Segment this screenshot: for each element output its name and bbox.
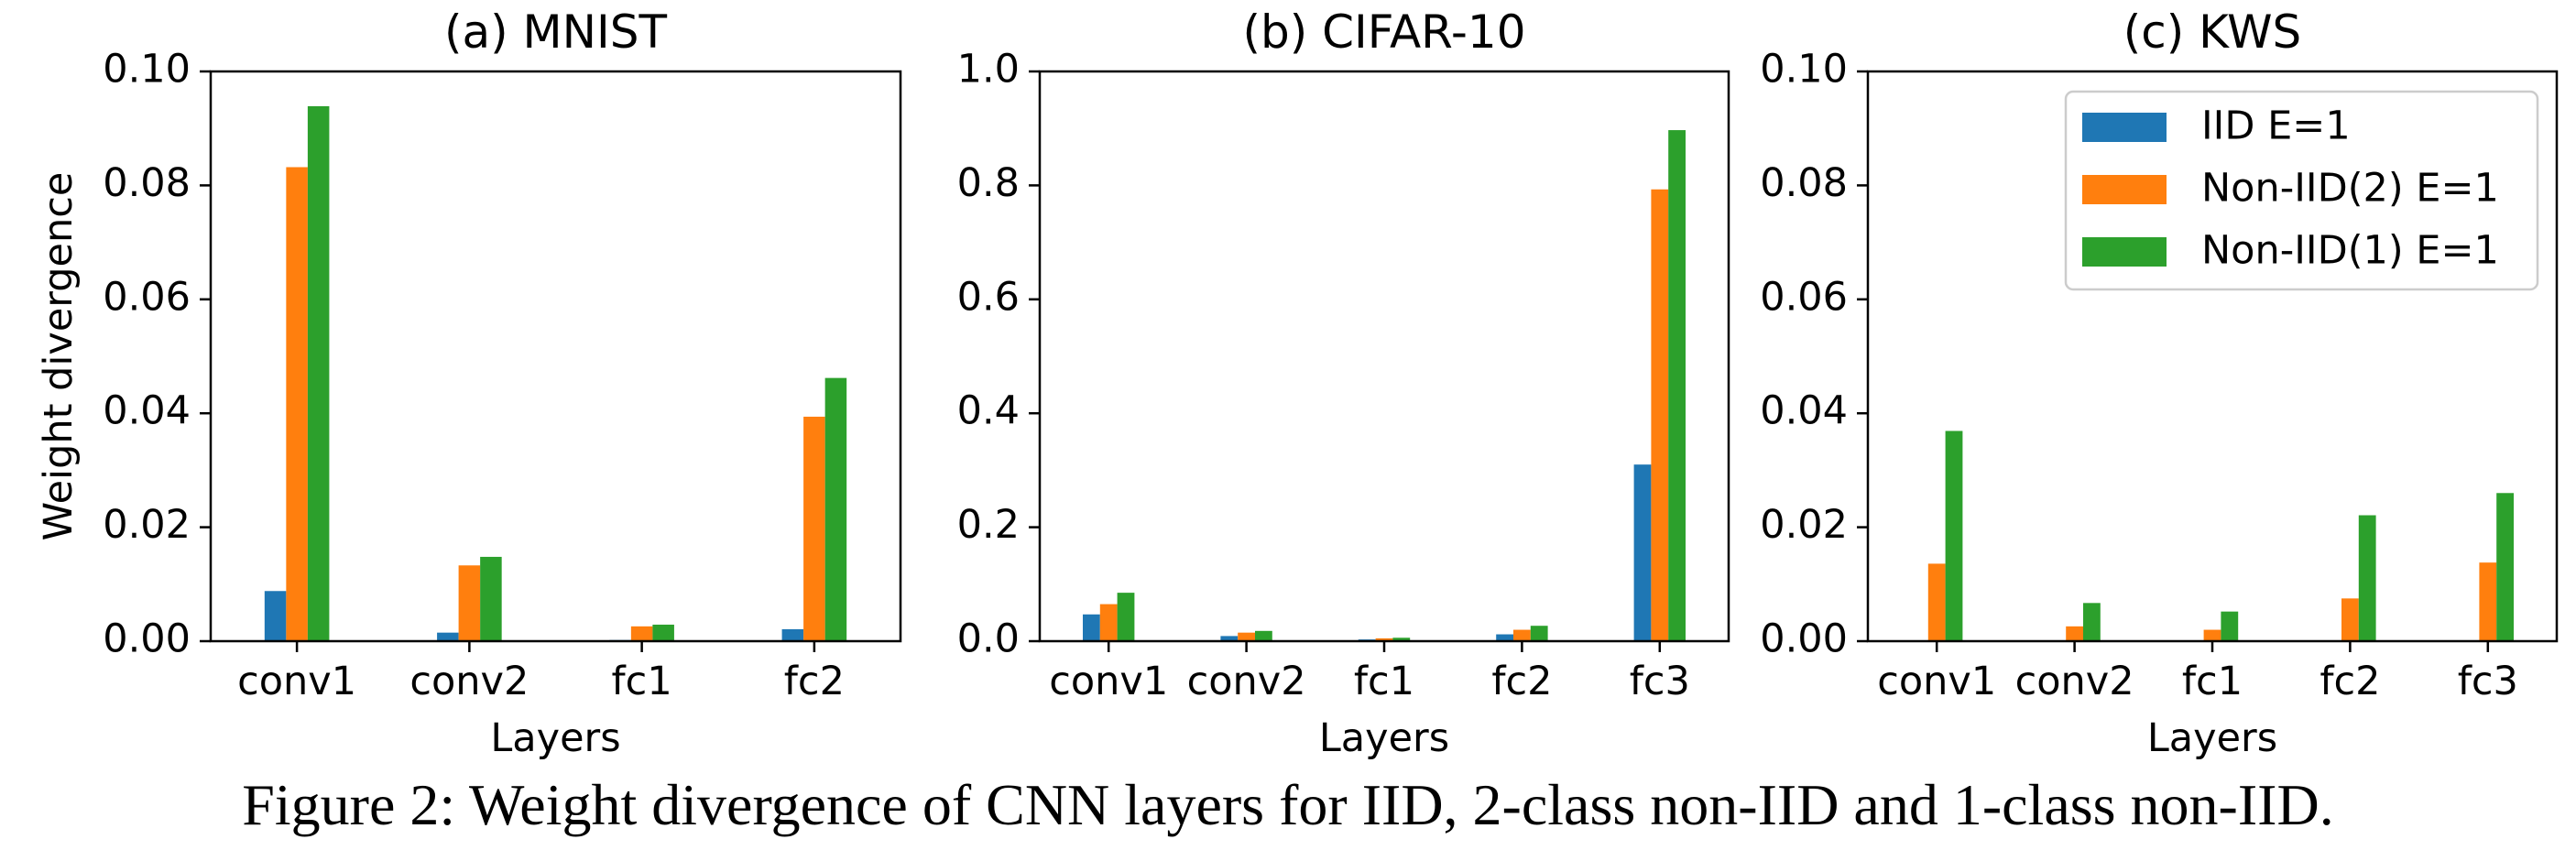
x-tick-label: fc3	[2458, 659, 2518, 704]
legend-swatch-3	[2082, 237, 2167, 267]
figure-caption: Figure 2: Weight divergence of CNN layer…	[242, 772, 2334, 837]
bar-fc3-series-2	[1651, 189, 1669, 641]
y-tick-label: 0.08	[1760, 160, 1848, 206]
y-tick-label: 0.0	[957, 616, 1020, 662]
bar-fc1-series-2	[1375, 638, 1393, 641]
bar-fc1-series-3	[1392, 638, 1411, 641]
bar-conv2-series-1	[1220, 636, 1239, 641]
bar-conv2-series-1	[437, 632, 459, 641]
bar-conv1-series-2	[1927, 563, 1946, 641]
bar-fc1-series-3	[652, 624, 674, 641]
bar-conv2-series-3	[1255, 630, 1272, 641]
bar-conv1-series-3	[1945, 430, 1963, 641]
y-tick-label: 0.02	[1760, 502, 1848, 548]
y-tick-label: 0.06	[103, 274, 191, 320]
chart-panel-3: 0.00 0.02 0.04 0.06 0.08 0.10 conv1 conv2 fc1 fc2…	[1760, 5, 2559, 761]
x-tick-label: conv1	[1049, 659, 1168, 704]
y-tick-label: 0.6	[957, 274, 1020, 320]
legend-label-1: IID E=1	[2201, 104, 2351, 149]
x-axis-label: Layers	[2147, 715, 2277, 761]
bar-conv2-series-2	[458, 565, 481, 641]
bar-fc3-series-1	[1633, 464, 1652, 641]
x-tick-label: fc1	[1354, 659, 1414, 704]
y-tick-label: 0.10	[1760, 47, 1848, 93]
plot-frame	[209, 70, 902, 643]
y-tick-label: 0.4	[957, 388, 1020, 434]
bar-fc1-series-2	[2203, 629, 2221, 641]
x-tick-label: fc2	[1491, 659, 1552, 704]
bar-fc1-series-3	[2221, 611, 2239, 641]
bar-conv1-series-2	[1099, 604, 1118, 641]
legend-frame	[2064, 90, 2539, 291]
bar-fc3-series-3	[2496, 493, 2514, 641]
x-axis-label: Layers	[1319, 715, 1449, 761]
x-tick-label: fc2	[2319, 659, 2380, 704]
legend-swatch-2	[2082, 175, 2167, 204]
x-tick-label: fc1	[612, 659, 672, 704]
y-tick-label: 0.00	[103, 616, 191, 662]
bar-fc3-series-3	[1668, 130, 1686, 642]
bar-fc1-series-2	[630, 626, 653, 641]
legend-swatch-1	[2082, 113, 2167, 142]
bar-conv2-series-2	[2066, 626, 2083, 641]
bar-conv2-series-3	[2083, 603, 2101, 641]
x-tick-label: fc1	[2182, 659, 2243, 704]
x-tick-label: conv2	[2015, 659, 2134, 704]
legend-label-3: Non-IID(1) E=1	[2201, 228, 2499, 274]
y-tick-label: 0.8	[957, 160, 1020, 206]
bar-fc2-series-3	[824, 377, 847, 641]
bar-conv1-series-1	[1083, 614, 1100, 641]
bar-conv1-series-3	[1117, 593, 1135, 641]
chart-title: (a) MNIST	[444, 5, 668, 59]
chart-title: (b) CIFAR-10	[1242, 5, 1525, 59]
bar-conv1-series-2	[286, 167, 308, 642]
y-tick-label: 1.0	[957, 47, 1020, 93]
x-tick-label: fc2	[784, 659, 845, 704]
bar-fc2-series-1	[1496, 634, 1513, 641]
plot-frame	[1038, 70, 1730, 643]
y-tick-label: 0.04	[103, 388, 191, 434]
bar-conv2-series-3	[480, 556, 502, 641]
bar-fc2-series-3	[2358, 515, 2376, 641]
y-tick-label: 0.00	[1760, 616, 1848, 662]
x-tick-label: conv2	[1187, 659, 1306, 704]
y-tick-label: 0.08	[103, 160, 191, 206]
y-tick-label: 0.06	[1760, 274, 1848, 320]
bar-fc2-series-1	[781, 628, 804, 641]
x-tick-label: conv1	[237, 659, 356, 704]
y-tick-label: 0.04	[1760, 388, 1848, 434]
bar-conv1-series-1	[264, 591, 287, 641]
chart-panel-1: 0.00 0.02 0.04 0.06 0.08 0.10 conv1 conv2 fc1 fc2…	[36, 5, 902, 761]
y-tick-label: 0.2	[957, 502, 1020, 548]
x-tick-label: fc3	[1630, 659, 1690, 704]
legend-label-2: Non-IID(2) E=1	[2201, 166, 2499, 212]
bar-fc2-series-2	[1513, 629, 1531, 641]
bar-conv1-series-3	[307, 105, 330, 641]
x-tick-label: conv2	[409, 659, 529, 704]
y-tick-label: 0.10	[103, 47, 191, 93]
bar-fc2-series-2	[803, 416, 825, 641]
chart-panel-2: 0.0 0.2 0.4 0.6 0.8 1.0 conv1 conv2 fc1 fc2 fc3 (b)…	[957, 5, 1730, 761]
bar-fc3-series-2	[2479, 562, 2497, 641]
bar-fc2-series-2	[2341, 598, 2359, 641]
legend: IID E=1 Non-IID(2) E=1 Non-IID(1) E=1	[2064, 90, 2539, 291]
x-axis-label: Layers	[490, 715, 620, 761]
chart-title: (c) KWS	[2123, 5, 2302, 59]
y-axis-label: Weight divergence	[36, 172, 82, 541]
y-tick-label: 0.02	[103, 502, 191, 548]
x-tick-label: conv1	[1877, 659, 1996, 704]
bar-conv2-series-2	[1238, 632, 1255, 641]
bar-fc2-series-3	[1530, 626, 1548, 641]
